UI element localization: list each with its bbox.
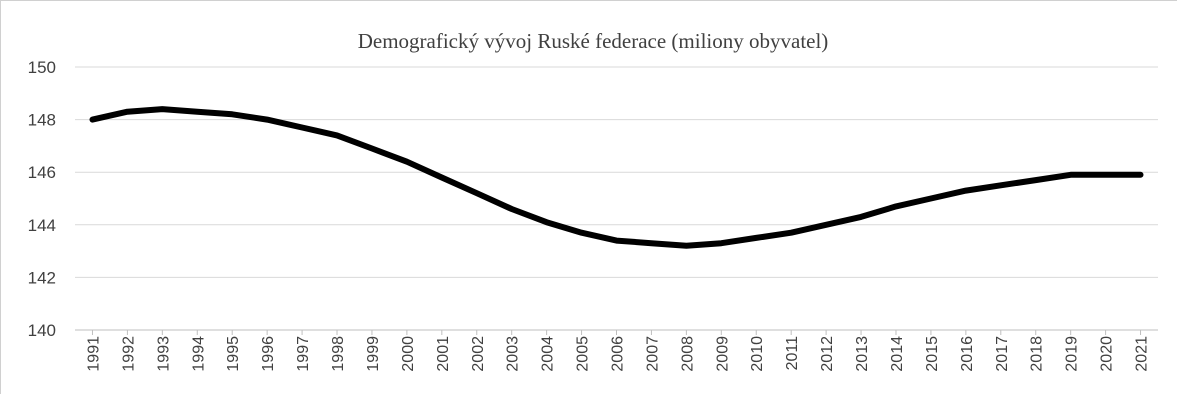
x-tick-label: 1995 <box>225 336 242 372</box>
y-tick-label: 142 <box>28 268 56 287</box>
x-tick-label: 2016 <box>959 336 976 372</box>
x-tick-label: 2007 <box>644 336 661 372</box>
y-tick-label: 150 <box>28 58 56 77</box>
y-tick-label: 146 <box>28 163 56 182</box>
x-tick-label: 2020 <box>1099 336 1116 372</box>
series-line <box>89 106 1144 249</box>
x-tick-label: 1996 <box>260 336 277 372</box>
x-tick-label: 1994 <box>190 336 207 372</box>
x-tick-label: 1992 <box>120 336 137 372</box>
x-tick-label: 2002 <box>470 336 487 372</box>
x-tick-label: 2004 <box>540 336 557 372</box>
x-tick-label: 2021 <box>1134 336 1151 372</box>
y-tick-label: 148 <box>28 111 56 130</box>
x-tick-label: 2015 <box>924 336 941 372</box>
x-tick-label: 1999 <box>365 336 382 372</box>
x-tick-label: 2001 <box>435 336 452 372</box>
x-tick-label: 1991 <box>85 336 102 372</box>
chart-title: Demografický vývoj Ruské federace (milio… <box>358 29 829 53</box>
x-tick-label: 2010 <box>749 336 766 372</box>
x-tick-label: 2005 <box>575 336 592 372</box>
x-tick-label: 2012 <box>819 336 836 372</box>
x-tick-label: 2018 <box>1029 336 1046 372</box>
gridlines <box>75 66 1158 331</box>
x-tick-label: 2014 <box>889 336 906 372</box>
y-axis-ticks: 150 148 146 144 142 140 <box>28 58 56 340</box>
x-tick-label: 2008 <box>679 336 696 372</box>
x-tick-label: 2019 <box>1064 336 1081 372</box>
x-axis-ticks: 1991 1992 1993 1994 1995 1996 1997 1998 1999 2000… <box>85 330 1151 372</box>
x-tick-label: 2011 <box>784 336 801 371</box>
x-tick-label: 2017 <box>994 336 1011 372</box>
x-tick-label: 2009 <box>714 336 731 372</box>
x-tick-label: 1998 <box>330 336 347 372</box>
x-tick-label: 2000 <box>400 336 417 372</box>
y-tick-label: 140 <box>28 321 56 340</box>
y-tick-label: 144 <box>28 216 56 235</box>
x-tick-label: 2006 <box>610 336 627 372</box>
series-layer <box>89 106 1144 249</box>
x-tick-label: 2013 <box>854 336 871 372</box>
x-tick-label: 2003 <box>505 336 522 372</box>
x-tick-label: 1993 <box>155 336 172 372</box>
x-tick-label: 1997 <box>295 336 312 372</box>
